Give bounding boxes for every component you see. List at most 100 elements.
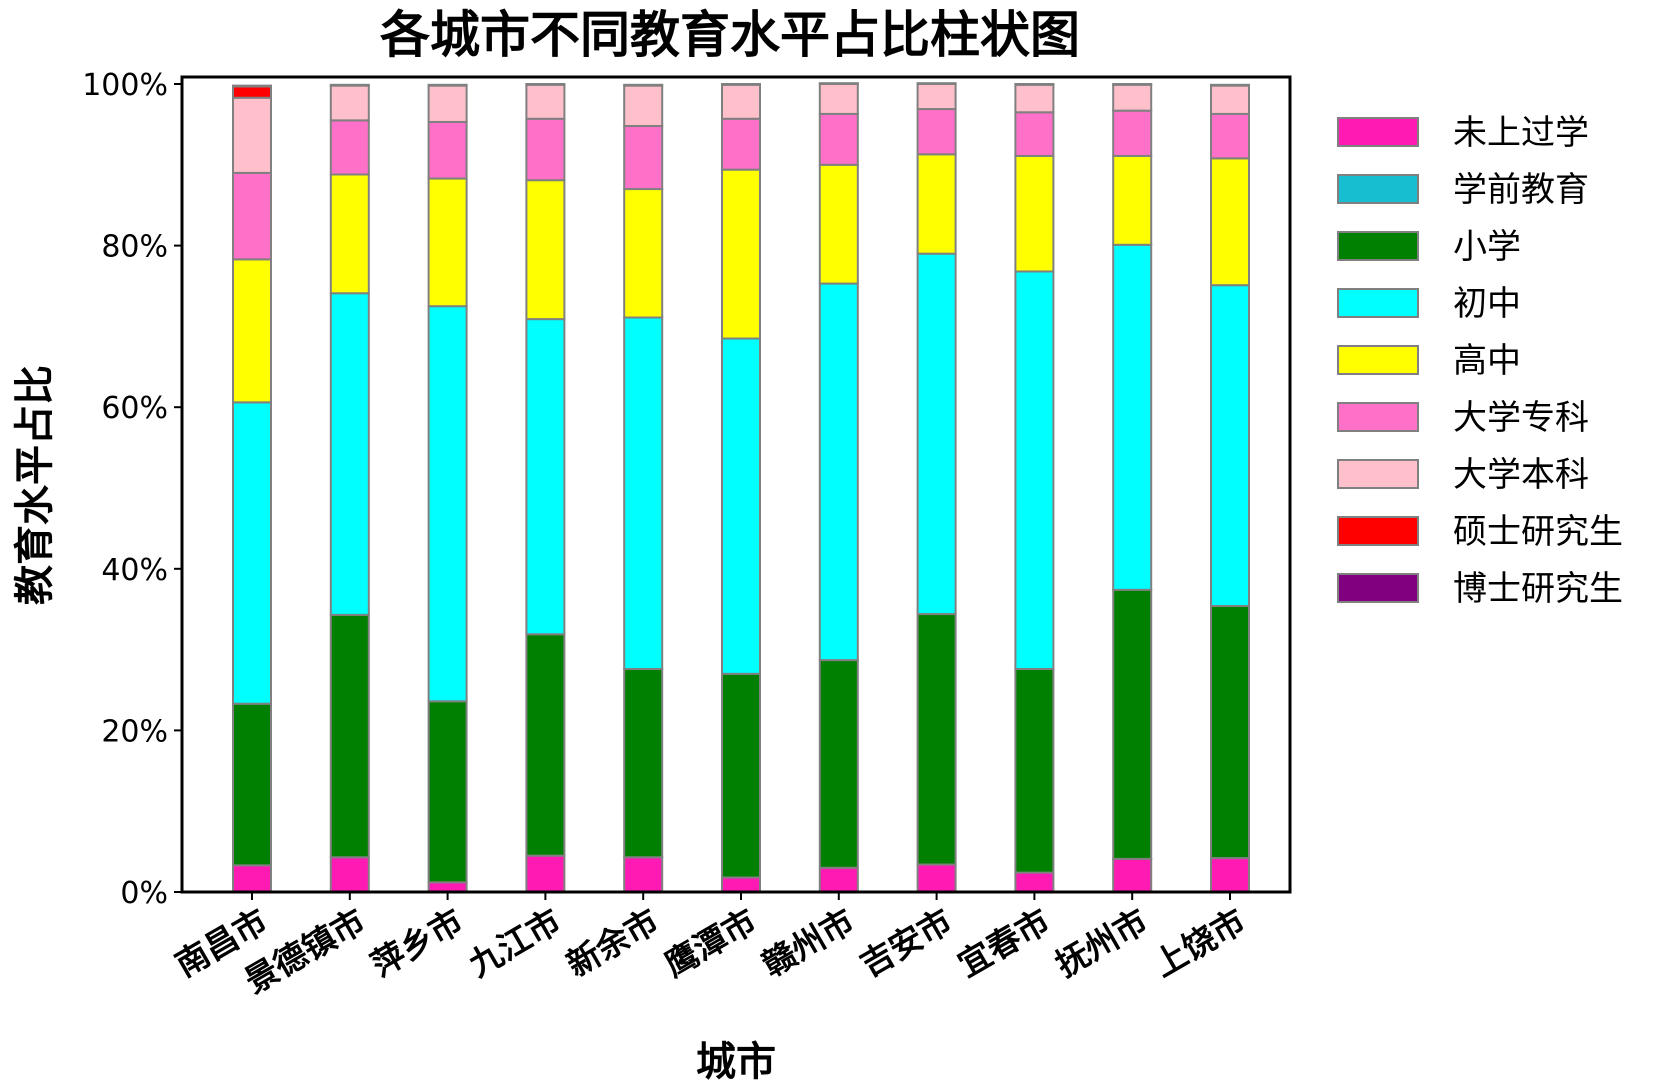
bar-segment	[1014, 111, 1055, 157]
chart-title: 各城市不同教育水平占比柱状图	[380, 6, 1080, 64]
bar-segment	[818, 282, 859, 662]
legend-swatch	[1337, 345, 1419, 375]
bar-segment	[721, 117, 761, 171]
legend-swatch	[1337, 573, 1419, 603]
bar-segment	[232, 258, 272, 404]
bar-segment	[232, 85, 272, 99]
legend-swatch	[1337, 231, 1419, 261]
bar-segment	[1210, 604, 1250, 860]
bar-segment	[329, 292, 370, 616]
bar-segment	[1210, 84, 1250, 115]
bar-segment	[427, 700, 468, 884]
x-axis-label: 城市	[696, 1039, 776, 1085]
bar-segment	[1210, 284, 1250, 607]
bar-segment	[1014, 83, 1055, 86]
legend-swatch	[1337, 117, 1419, 147]
bar-segment	[1210, 157, 1250, 287]
legend-swatch	[1337, 402, 1419, 432]
y-tick-label: 20%	[101, 714, 168, 749]
legend-label: 未上过学	[1453, 113, 1589, 153]
bar-segment	[916, 613, 957, 866]
bar-segment	[1014, 270, 1055, 670]
x-tick-label: 萍乡市	[364, 901, 469, 984]
bar-segment	[1210, 112, 1250, 160]
bar-segment	[329, 856, 370, 893]
bar-segment	[623, 856, 664, 893]
legend-label: 学前教育	[1453, 170, 1589, 210]
x-tick-label: 赣州市	[756, 901, 861, 984]
bar-segment	[916, 252, 957, 616]
bar-segment	[623, 188, 664, 319]
bar-segment	[623, 667, 664, 859]
bar-segment	[623, 125, 664, 191]
bar-segment	[232, 96, 272, 174]
bar-segment	[818, 82, 859, 86]
bar-segment	[721, 337, 761, 675]
y-axis: 0% 20% 40% 60% 80% 100%	[82, 68, 182, 911]
bar-segment	[1112, 83, 1153, 112]
bar-segment	[916, 83, 957, 111]
bar-segment	[525, 854, 566, 894]
legend-label: 大学专科	[1453, 398, 1589, 438]
bar-segment	[916, 863, 957, 894]
bar-segment	[818, 866, 859, 894]
legend-swatch	[1337, 288, 1419, 318]
x-tick-label: 吉安市	[853, 901, 958, 984]
bar-segment	[623, 316, 664, 670]
bar-segment	[1112, 83, 1153, 86]
bar-segment	[329, 173, 370, 295]
legend-label: 大学本科	[1453, 455, 1589, 495]
bar-segment	[1112, 588, 1153, 860]
bar-segment	[525, 117, 566, 182]
bar-segment	[1014, 154, 1055, 273]
legend-swatch	[1337, 516, 1419, 546]
bar-segment	[427, 84, 468, 123]
bar-segment	[818, 112, 859, 166]
bar-segment	[623, 83, 664, 87]
bar-segment	[427, 305, 468, 703]
bar-segment	[1210, 857, 1250, 894]
bar-segment	[818, 83, 859, 115]
bar-segment	[623, 84, 664, 128]
bars-layer	[232, 82, 1250, 894]
bar-segment	[329, 84, 370, 122]
bar-segment	[1112, 154, 1153, 246]
bar-segment	[1014, 83, 1055, 114]
bar-segment	[232, 864, 272, 893]
bar-segment	[1014, 667, 1055, 874]
bar-segment	[232, 84, 272, 88]
bar-segment	[818, 163, 859, 285]
bar-segment	[1112, 243, 1153, 591]
bar-segment	[1112, 857, 1153, 894]
bar-segment	[329, 83, 370, 87]
bar-segment	[818, 659, 859, 869]
y-tick-label: 100%	[82, 68, 168, 103]
bar-segment	[329, 119, 370, 176]
bar-segment	[525, 318, 566, 636]
legend-label: 博士研究生	[1453, 569, 1623, 609]
bar-segment	[1014, 871, 1055, 893]
x-tick-label: 鹰潭市	[658, 901, 763, 984]
y-tick-label: 60%	[101, 391, 168, 426]
bar-segment	[916, 153, 957, 255]
y-tick-label: 0%	[120, 876, 168, 911]
bar-segment	[329, 613, 370, 859]
legend-swatch	[1337, 174, 1419, 204]
legend-label: 初中	[1453, 284, 1521, 324]
legend-label: 小学	[1453, 227, 1521, 267]
bar-segment	[525, 83, 566, 120]
y-tick-label: 80%	[101, 230, 168, 265]
bar-segment	[721, 876, 761, 893]
legend-label: 高中	[1453, 341, 1521, 381]
bar-segment	[916, 82, 957, 86]
bar-segment	[721, 672, 761, 879]
bar-segment	[427, 83, 468, 87]
bar-segment	[1112, 109, 1153, 157]
bar-segment	[232, 401, 272, 705]
bar-segment	[525, 83, 566, 86]
bar-segment	[525, 633, 566, 857]
x-tick-label: 新余市	[560, 901, 665, 984]
